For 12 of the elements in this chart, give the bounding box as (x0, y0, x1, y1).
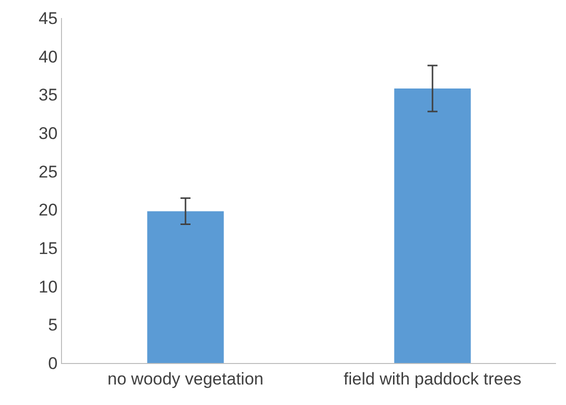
y-tick-label: 5 (48, 316, 58, 335)
y-tick-label: 30 (38, 124, 58, 143)
y-tick-label: 40 (38, 47, 58, 66)
x-tick-label: field with paddock trees (344, 369, 522, 388)
y-tick-label: 35 (38, 86, 58, 105)
x-tick-label: no woody vegetation (108, 369, 264, 388)
y-tick-label: 25 (38, 162, 58, 182)
y-tick-label: 15 (38, 238, 58, 258)
y-tick-label: 10 (38, 277, 58, 296)
y-tick-label: 0 (48, 354, 58, 373)
y-tick-label: 45 (38, 8, 58, 28)
y-tick-label: 20 (38, 200, 58, 220)
